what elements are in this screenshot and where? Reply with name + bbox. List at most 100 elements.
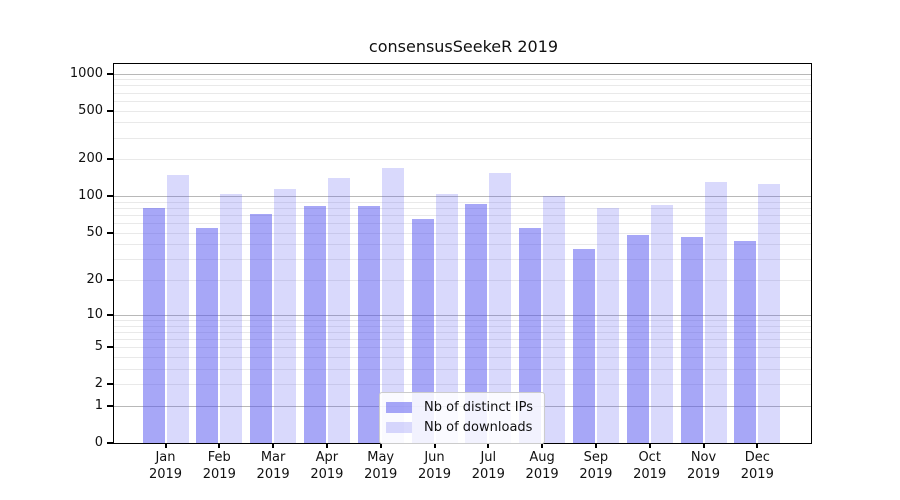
legend-item-downloads: Nb of downloads: [386, 420, 533, 435]
grid-line-minor: [114, 110, 811, 112]
bar-downloads: [650, 204, 673, 443]
x-axis-tick: [487, 443, 490, 448]
bar-distinct-ips: [734, 240, 757, 443]
bar-downloads: [220, 193, 243, 443]
y-axis-tick: [107, 313, 113, 316]
grid-line-minor: [114, 368, 811, 370]
y-axis-tick: [107, 231, 113, 234]
bar-downloads: [704, 182, 727, 443]
x-axis-tick: [648, 443, 651, 448]
x-axis-tick-label: Nov 2019: [686, 450, 721, 482]
grid-line-minor: [114, 347, 811, 349]
y-axis-tick: [107, 72, 113, 75]
grid-line-minor: [114, 232, 811, 234]
bar-downloads: [543, 196, 566, 443]
grid-line-minor: [114, 201, 811, 203]
bar-distinct-ips: [196, 227, 219, 443]
grid-line-minor: [114, 280, 811, 282]
bar-downloads: [274, 188, 297, 443]
plot-area: [113, 63, 812, 444]
legend-swatch-distinct-ips: [386, 402, 413, 413]
y-axis-tick-label: 50: [86, 224, 103, 240]
x-axis-tick-label: Jul 2019: [471, 450, 505, 482]
grid-line-minor: [114, 338, 811, 340]
grid-line-minor: [114, 244, 811, 246]
x-axis-tick: [164, 443, 167, 448]
grid-line-minor: [114, 319, 811, 321]
y-axis-tick-label: 0: [94, 435, 103, 450]
legend-swatch-downloads: [386, 422, 413, 433]
y-axis-tick-label: 500: [78, 102, 103, 118]
y-axis-tick-label: 20: [86, 272, 103, 288]
y-axis-tick: [107, 404, 113, 407]
x-axis-tick-label: Mar 2019: [256, 450, 290, 482]
bar-downloads: [381, 168, 404, 443]
x-axis-tick-label: Jan 2019: [148, 450, 183, 482]
bar-distinct-ips: [357, 206, 380, 443]
bar-distinct-ips: [572, 248, 595, 443]
bar-downloads: [489, 173, 512, 443]
y-axis-tick-label: 100: [78, 188, 103, 204]
y-axis-tick-label: 2: [94, 376, 103, 392]
grid-line-minor: [114, 122, 811, 124]
bar-distinct-ips: [680, 237, 703, 443]
bar-downloads: [758, 184, 781, 443]
grid-line-minor: [114, 215, 811, 216]
grid-line-minor: [114, 331, 811, 333]
x-axis-tick-label: Dec 2019: [740, 450, 774, 482]
bar-distinct-ips: [303, 206, 326, 443]
bar-downloads: [596, 208, 619, 443]
legend: Nb of distinct IPs Nb of downloads: [379, 392, 545, 444]
x-axis-tick: [272, 443, 275, 448]
bar-downloads: [166, 174, 189, 443]
bar-distinct-ips: [465, 204, 488, 443]
y-axis-tick: [107, 158, 113, 161]
x-axis-tick-label: Aug 2019: [525, 450, 559, 482]
y-axis-tick-label: 1000: [69, 65, 103, 81]
x-axis-tick: [325, 443, 328, 448]
chart-title: consensusSeekeR 2019: [368, 37, 559, 56]
x-axis-tick: [756, 443, 759, 448]
grid-line-minor: [114, 100, 811, 102]
y-axis-tick: [107, 109, 113, 112]
legend-label-downloads: Nb of downloads: [424, 420, 533, 435]
bar-distinct-ips: [519, 227, 542, 443]
bar-downloads: [435, 193, 458, 443]
grid-line-major: [114, 73, 811, 75]
x-axis-tick: [218, 443, 221, 448]
y-axis-tick: [107, 279, 113, 282]
grid-line-minor: [114, 384, 811, 386]
y-axis-tick-label: 200: [78, 151, 103, 167]
grid-line-minor: [114, 159, 811, 161]
legend-item-distinct-ips: Nb of distinct IPs: [386, 400, 533, 415]
x-axis-tick: [702, 443, 705, 448]
grid-line-major: [114, 314, 811, 316]
x-axis-tick: [594, 443, 597, 448]
x-axis-tick-label: Oct 2019: [633, 450, 667, 482]
grid-line-minor: [114, 223, 811, 225]
y-axis-tick-label: 10: [86, 306, 103, 322]
x-axis-tick-label: Jun 2019: [417, 450, 452, 482]
x-axis-tick: [379, 443, 382, 448]
x-axis-tick: [433, 443, 436, 448]
grid-line-minor: [114, 208, 811, 209]
y-axis-tick: [107, 383, 113, 386]
x-axis-tick-label: May 2019: [364, 450, 398, 482]
bar-distinct-ips: [142, 208, 165, 443]
grid-line-minor: [114, 259, 811, 261]
grid-line-minor: [114, 79, 811, 81]
grid-line-minor: [114, 92, 811, 94]
x-axis-tick-label: Apr 2019: [310, 450, 344, 482]
grid-line-minor: [114, 325, 811, 327]
bar-distinct-ips: [411, 218, 434, 443]
y-axis-tick-label: 5: [94, 339, 103, 355]
bar-downloads: [327, 178, 350, 443]
grid-line-major: [114, 196, 811, 198]
grid-line-minor: [114, 137, 811, 139]
bar-distinct-ips: [626, 234, 649, 443]
y-axis-tick: [107, 442, 113, 444]
x-axis-tick: [541, 443, 544, 448]
legend-label-distinct-ips: Nb of distinct IPs: [424, 400, 533, 415]
bar-distinct-ips: [250, 213, 273, 443]
